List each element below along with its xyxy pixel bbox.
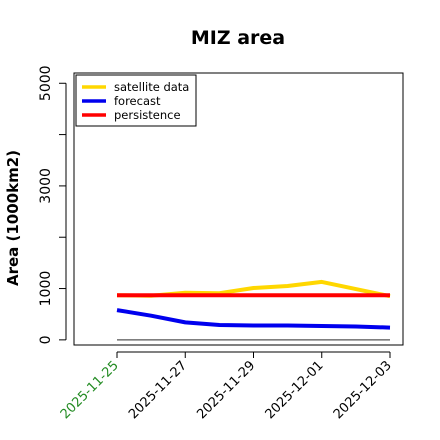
chart-title: MIZ area — [191, 27, 285, 49]
legend-label-forecast: forecast — [114, 94, 161, 108]
legend-label-persistence: persistence — [114, 108, 181, 122]
y-tick-label: 1000 — [38, 271, 54, 307]
y-tick-label: 0 — [38, 335, 54, 344]
series-line-forecast — [116, 308, 391, 330]
y-axis: 0 1000 3000 5000 — [38, 65, 67, 344]
y-tick-label: 5000 — [38, 65, 54, 101]
legend-label-satellite-data: satellite data — [114, 80, 189, 94]
y-tick-label: 3000 — [38, 168, 54, 204]
plot-frame — [73, 72, 404, 346]
y-axis-label: Area (1000km2) — [4, 150, 22, 286]
series-lines — [116, 279, 391, 330]
